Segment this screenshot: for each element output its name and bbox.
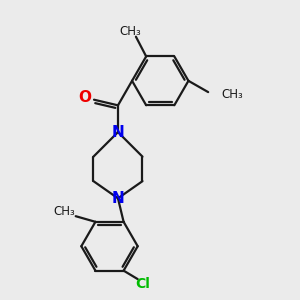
Text: Cl: Cl [135,277,150,291]
Text: CH₃: CH₃ [221,88,243,101]
Text: N: N [112,191,124,206]
Text: CH₃: CH₃ [53,205,75,218]
Text: CH₃: CH₃ [119,25,141,38]
Text: O: O [78,90,91,105]
Text: N: N [112,124,124,140]
